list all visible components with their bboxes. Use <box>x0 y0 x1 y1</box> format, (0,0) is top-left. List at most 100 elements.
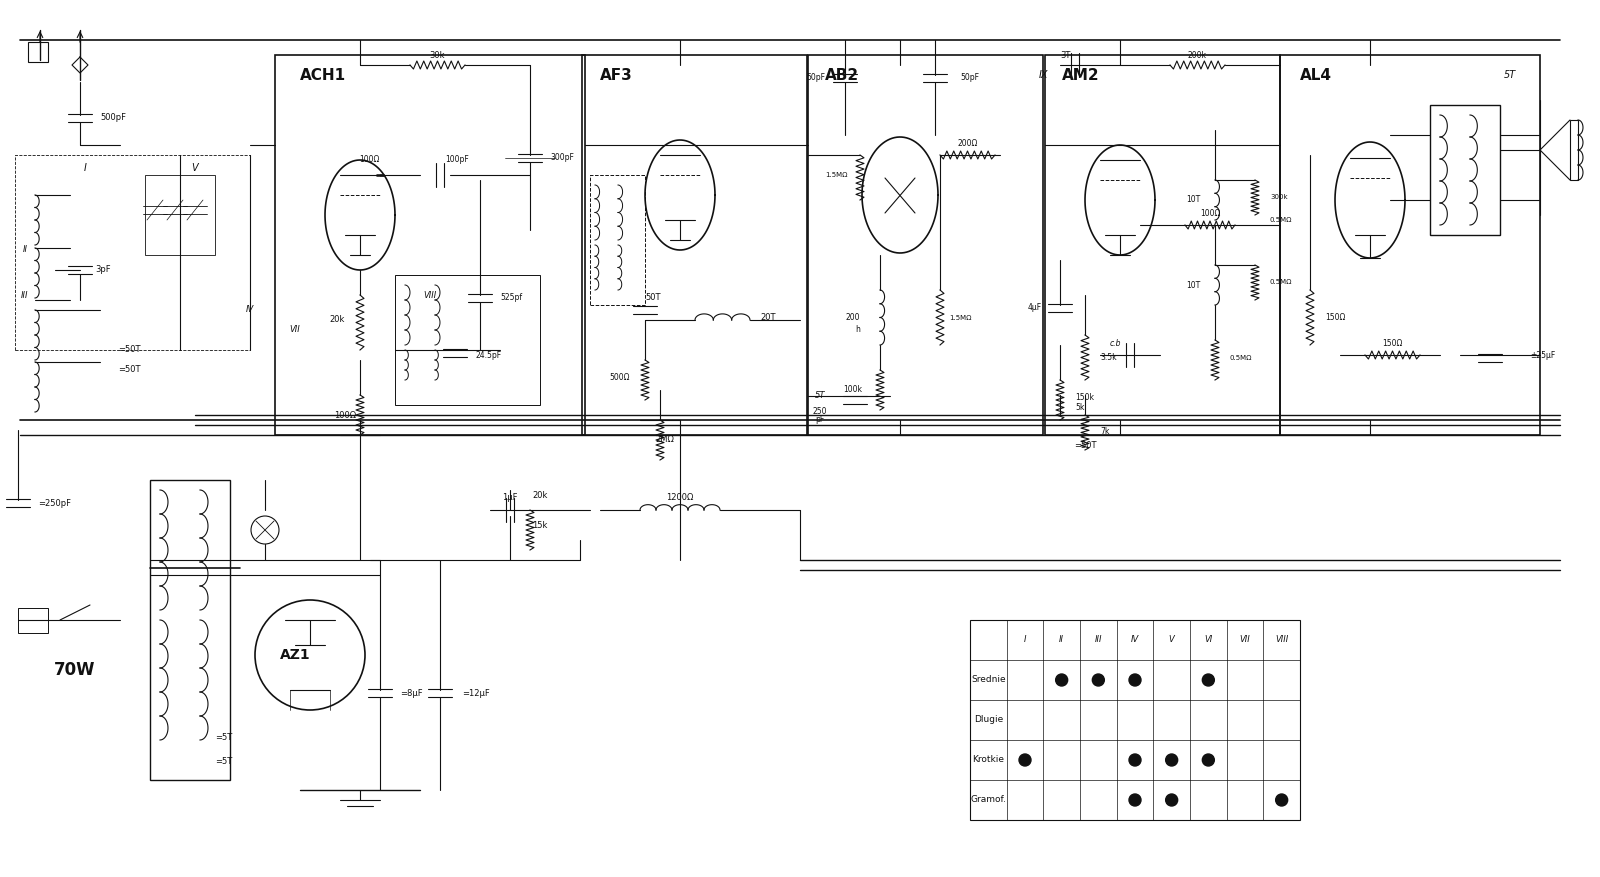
Text: =50T: =50T <box>1074 440 1096 450</box>
Text: IX: IX <box>1038 70 1048 80</box>
Text: =50T: =50T <box>118 366 141 374</box>
Circle shape <box>1202 754 1214 766</box>
Circle shape <box>1093 674 1104 686</box>
Text: 50T: 50T <box>645 294 661 303</box>
Text: pF: pF <box>816 416 824 424</box>
Text: =12μF: =12μF <box>462 688 490 697</box>
Text: VII: VII <box>1240 636 1250 645</box>
Text: 1200Ω: 1200Ω <box>666 494 694 503</box>
Text: VIII: VIII <box>424 290 437 300</box>
Text: 5k: 5k <box>1075 403 1085 412</box>
Text: h: h <box>854 325 861 334</box>
Circle shape <box>1130 794 1141 806</box>
Text: AZ1: AZ1 <box>280 648 310 662</box>
Text: =8μF: =8μF <box>400 688 422 697</box>
Text: III: III <box>1094 636 1102 645</box>
Bar <box>29 42 48 62</box>
Bar <box>590 175 645 305</box>
Text: IV: IV <box>1131 636 1139 645</box>
Text: =5T: =5T <box>214 758 232 766</box>
Text: II: II <box>1059 636 1064 645</box>
Text: 10T: 10T <box>1186 281 1200 289</box>
Bar <box>1430 105 1501 235</box>
Text: =250pF: =250pF <box>38 498 70 508</box>
Bar <box>395 275 541 405</box>
Text: 100Ω: 100Ω <box>334 410 357 419</box>
Bar <box>14 155 250 350</box>
Text: 200: 200 <box>845 313 861 323</box>
Text: 1μF: 1μF <box>502 494 518 503</box>
Circle shape <box>1056 674 1067 686</box>
Text: 3.5k: 3.5k <box>1101 353 1117 362</box>
Text: AM2: AM2 <box>1062 68 1099 82</box>
Text: Srednie: Srednie <box>971 675 1006 685</box>
Text: 50pF: 50pF <box>806 74 826 82</box>
Bar <box>146 175 214 255</box>
Text: 0.5MΩ: 0.5MΩ <box>1270 279 1293 285</box>
Text: 200k: 200k <box>1187 51 1206 60</box>
Text: 70W: 70W <box>54 661 96 679</box>
Text: 100Ω: 100Ω <box>360 155 381 165</box>
Text: 300k: 300k <box>1270 194 1288 200</box>
Text: AF3: AF3 <box>600 68 632 82</box>
Bar <box>970 620 1299 820</box>
Bar <box>150 480 230 780</box>
Circle shape <box>1130 754 1141 766</box>
Text: 100pF: 100pF <box>445 155 469 165</box>
Text: 50pF: 50pF <box>960 74 979 82</box>
Text: 20k: 20k <box>533 490 547 500</box>
Text: VIII: VIII <box>1275 636 1288 645</box>
Bar <box>18 608 48 633</box>
Text: V: V <box>192 163 198 173</box>
Text: c.b: c.b <box>1109 339 1120 347</box>
Text: 3pF: 3pF <box>94 266 110 275</box>
Text: AB2: AB2 <box>826 68 859 82</box>
Text: 0.5MΩ: 0.5MΩ <box>1270 217 1293 223</box>
Text: ±25μF: ±25μF <box>1530 351 1555 360</box>
Text: V: V <box>1168 636 1174 645</box>
Text: 200Ω: 200Ω <box>958 139 978 147</box>
Circle shape <box>1019 754 1030 766</box>
Text: =5T: =5T <box>214 733 232 743</box>
Text: 3T: 3T <box>1059 51 1070 60</box>
Text: =50T: =50T <box>118 346 141 354</box>
Text: VI: VI <box>1205 636 1213 645</box>
Text: IV: IV <box>246 305 254 315</box>
Text: 1.5MΩ: 1.5MΩ <box>949 315 971 321</box>
Text: 150k: 150k <box>1075 394 1094 403</box>
Text: AL4: AL4 <box>1299 68 1331 82</box>
Text: 7k: 7k <box>1101 427 1109 437</box>
Text: 24.5pF: 24.5pF <box>475 351 501 360</box>
Text: ACH1: ACH1 <box>301 68 346 82</box>
Bar <box>582 55 806 435</box>
Text: Dlugie: Dlugie <box>974 716 1003 724</box>
Text: 10T: 10T <box>1186 196 1200 204</box>
Text: 20T: 20T <box>760 313 776 323</box>
Text: II: II <box>22 246 27 254</box>
Text: 500Ω: 500Ω <box>610 374 630 382</box>
Circle shape <box>1166 794 1178 806</box>
Text: 525pf: 525pf <box>499 294 522 303</box>
Bar <box>1045 55 1280 435</box>
Text: 150Ω: 150Ω <box>1325 313 1346 323</box>
Text: 500pF: 500pF <box>99 113 126 123</box>
Text: 15k: 15k <box>533 521 547 530</box>
Text: 150Ω: 150Ω <box>1382 339 1402 347</box>
Text: Krotkie: Krotkie <box>973 755 1005 765</box>
Text: VII: VII <box>290 325 301 334</box>
Text: 300pF: 300pF <box>550 153 574 162</box>
Bar <box>1280 55 1539 435</box>
Text: 5T: 5T <box>1504 70 1517 80</box>
Text: I: I <box>83 163 86 173</box>
Text: 4μF: 4μF <box>1027 303 1042 312</box>
Text: Gramof.: Gramof. <box>970 795 1006 804</box>
Circle shape <box>1166 754 1178 766</box>
Text: 0.5MΩ: 0.5MΩ <box>1230 355 1253 361</box>
Text: 20k: 20k <box>330 316 346 324</box>
Text: III: III <box>21 290 29 300</box>
Text: 1.5MΩ: 1.5MΩ <box>826 172 848 178</box>
Text: 250: 250 <box>813 408 827 417</box>
Text: 30k: 30k <box>429 51 445 60</box>
Circle shape <box>1275 794 1288 806</box>
Bar <box>1570 120 1578 180</box>
